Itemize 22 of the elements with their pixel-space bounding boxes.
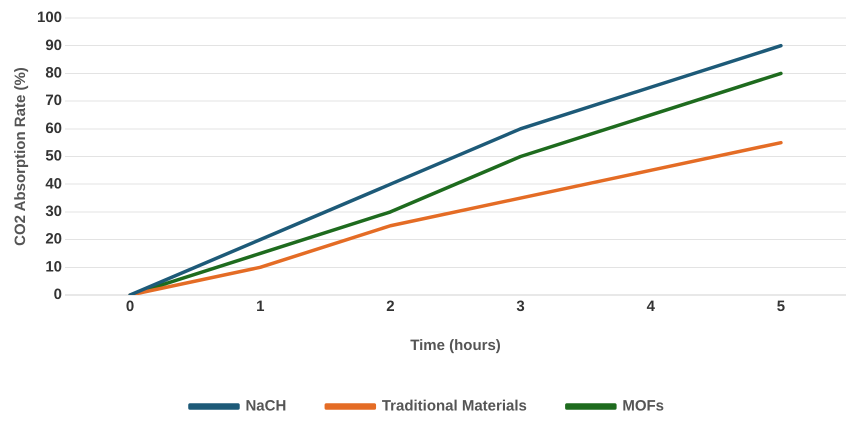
- y-tick-label: 10: [45, 258, 62, 276]
- y-tick-label: 80: [45, 64, 62, 82]
- y-tick-label: 30: [45, 203, 62, 220]
- y-tick-label: 50: [45, 148, 62, 165]
- y-axis-title: CO2 Absorption Rate (%): [12, 67, 30, 246]
- y-tick-label: 90: [45, 36, 62, 54]
- y-tick-label: 20: [45, 230, 62, 248]
- y-tick-label: 100: [36, 9, 62, 26]
- x-axis-title: Time (hours): [410, 337, 501, 354]
- x-tick-label: 5: [776, 298, 786, 316]
- x-tick-label: 0: [126, 298, 134, 316]
- y-tick-label: 0: [54, 286, 62, 304]
- legend-label: NaCH: [245, 398, 286, 415]
- x-tick-label: 2: [386, 298, 395, 316]
- x-tick-label: 1: [256, 298, 264, 316]
- x-tick-label: 3: [516, 298, 525, 316]
- y-tick-label: 40: [45, 175, 62, 192]
- legend-label: MOFs: [622, 398, 664, 415]
- y-tick-label: 60: [45, 120, 62, 137]
- legend-label: Traditional Materials: [382, 398, 527, 415]
- y-tick-label: 70: [45, 92, 62, 110]
- x-tick-label: 4: [646, 298, 656, 316]
